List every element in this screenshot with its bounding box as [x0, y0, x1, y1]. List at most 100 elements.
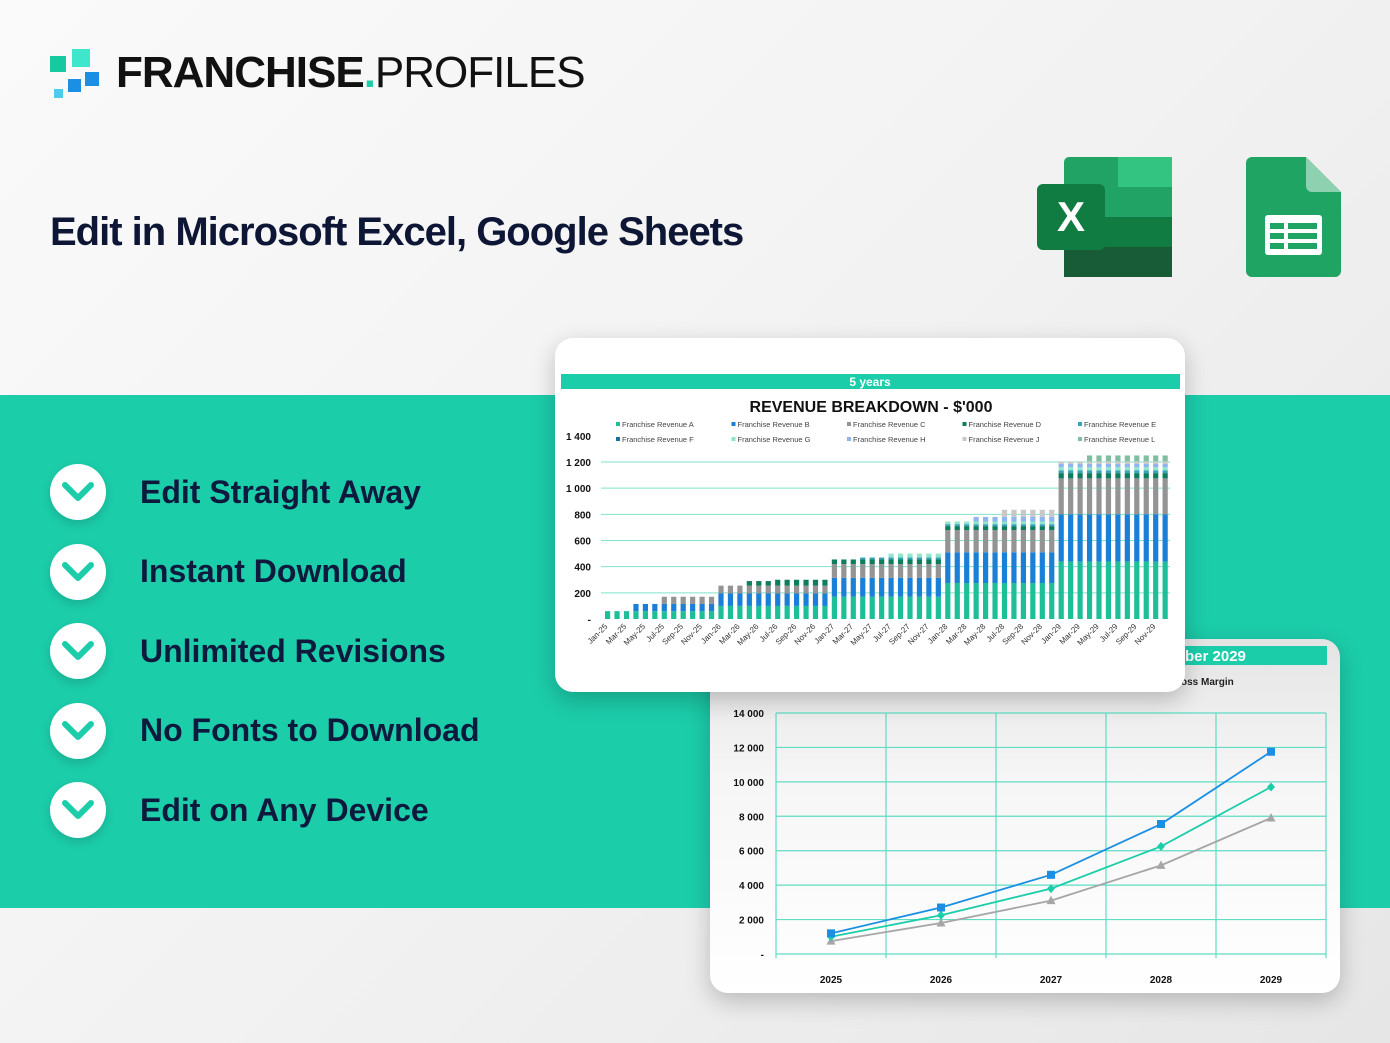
bar-segment [784, 585, 790, 594]
bar-segment [926, 564, 932, 578]
legend-label: Franchise Revenue J [969, 435, 1040, 444]
bar-segment [1020, 509, 1026, 517]
bar-segment [1153, 455, 1159, 462]
bar-chart-header: 5 years [849, 375, 891, 389]
bar-segment [831, 559, 837, 565]
bar-segment [633, 603, 639, 612]
bar-segment [1153, 463, 1159, 468]
bar-segment [775, 579, 781, 586]
bar-segment [1077, 473, 1083, 479]
bar-segment [1030, 509, 1036, 517]
bar-segment [614, 611, 620, 619]
bar-segment [831, 577, 837, 597]
logo-dot: . [363, 48, 376, 97]
bar-segment [945, 552, 951, 584]
bar-segment [831, 564, 837, 578]
bar-segment [794, 605, 800, 619]
y-tick-label: 200 [574, 589, 591, 600]
y-tick-label: 6 000 [739, 847, 764, 858]
bar-segment [1020, 583, 1026, 619]
legend-label: Franchise Revenue L [1084, 435, 1155, 444]
bar-segment [869, 557, 875, 560]
bar-segment [775, 605, 781, 619]
bar-segment [1143, 463, 1149, 468]
bar-segment [1001, 530, 1008, 553]
bar-segment [1058, 461, 1064, 464]
bar-segment [1020, 530, 1026, 553]
legend-swatch [962, 437, 967, 441]
bar-segment [1011, 521, 1017, 525]
bar-segment [1105, 478, 1112, 515]
bar-segment [1105, 467, 1112, 471]
bar-segment [1115, 514, 1121, 562]
bar-segment [746, 581, 752, 586]
bar-segment [708, 596, 715, 604]
bar-segment [973, 526, 979, 531]
bar-segment [699, 611, 705, 619]
bar-segment [1086, 514, 1093, 562]
line-chart-legend-fragment: oss Margin [1181, 677, 1234, 688]
bar-segment [983, 524, 989, 527]
bar-segment [1068, 463, 1074, 468]
bar-segment [973, 530, 979, 553]
bar-segment [1115, 461, 1121, 464]
bar-segment [803, 585, 809, 594]
bar-segment [1077, 467, 1083, 471]
bar-segment [671, 603, 677, 612]
feature-item: Instant Download [50, 543, 480, 600]
bar-segment [1001, 583, 1008, 619]
bar-segment [983, 516, 989, 522]
bar-segment [1068, 470, 1074, 474]
excel-x-letter: X [1057, 193, 1085, 240]
bar-segment [1077, 514, 1083, 562]
legend-swatch [962, 422, 967, 426]
bar-segment [1153, 470, 1159, 474]
bar-segment [1096, 473, 1102, 479]
bar-segment [1030, 530, 1036, 553]
bar-segment [1020, 524, 1026, 527]
bar-segment [1096, 463, 1102, 468]
legend-label: Franchise Revenue E [1084, 420, 1156, 429]
bar-segment [699, 603, 705, 612]
bar-segment [992, 530, 998, 553]
bar-segment [1162, 561, 1168, 619]
bar-segment [1049, 524, 1055, 527]
bar-segment [794, 593, 800, 606]
data-point-square [1047, 870, 1055, 879]
bar-segment [992, 583, 998, 619]
bar-segment [1020, 516, 1026, 522]
bar-segment [964, 521, 970, 525]
bar-segment [1143, 461, 1149, 464]
bar-segment [822, 593, 828, 606]
bar-segment [1143, 470, 1149, 474]
bar-segment [756, 605, 762, 619]
headline: Edit in Microsoft Excel, Google Sheets [50, 210, 744, 254]
data-point-diamond [1267, 782, 1275, 792]
data-point-triangle [936, 918, 946, 927]
bar-segment [1162, 467, 1168, 471]
bar-segment [727, 593, 734, 606]
bar-segment [1068, 514, 1074, 562]
bar-segment [1068, 561, 1074, 619]
bar-segment [869, 559, 875, 565]
bar-segment [1162, 478, 1168, 515]
bar-segment [860, 577, 866, 597]
bar-segment [1143, 514, 1149, 562]
bar-segment [746, 605, 752, 619]
bar-segment [1011, 524, 1017, 527]
feature-item: Edit Straight Away [50, 464, 480, 520]
bar-segment [916, 553, 923, 558]
bar-segment [765, 605, 771, 619]
bar-segment [831, 596, 837, 619]
bar-segment [1162, 461, 1168, 464]
bar-segment [888, 577, 894, 597]
bar-segment [1049, 552, 1055, 584]
bar-segment [680, 596, 686, 604]
bar-segment [973, 552, 979, 584]
bar-segment [1143, 473, 1149, 479]
bar-segment [690, 611, 696, 619]
check-icon [50, 464, 106, 520]
bar-segment [1020, 552, 1026, 584]
x-tick-label: Nov-25 [679, 622, 704, 647]
bar-segment [1096, 455, 1102, 462]
